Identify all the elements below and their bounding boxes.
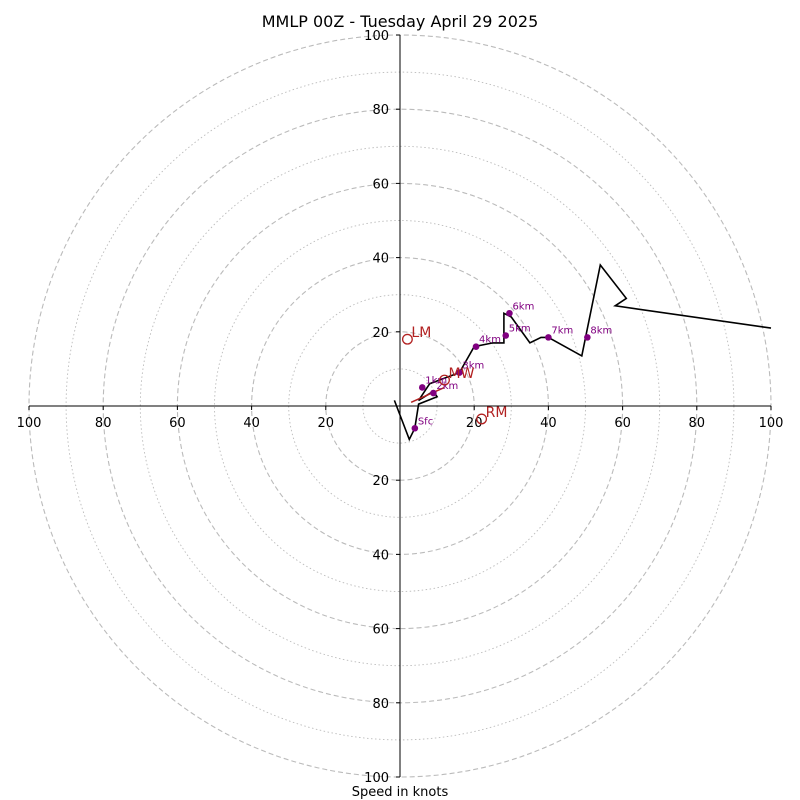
y-tick-label: 40 [372,252,389,267]
height-marker-label: 4km [479,335,501,346]
y-tick-label: 80 [372,103,389,118]
hodograph-line [393,263,772,442]
y-tick-label: 40 [372,548,389,563]
x-tick-label: 100 [17,416,42,431]
storm-motion-point [476,413,488,425]
height-marker-label: Sfc [418,416,433,427]
height-marker-label: 8km [590,325,612,336]
axes [29,35,771,777]
y-tick-label: 60 [372,177,389,192]
height-marker-point [506,309,513,317]
y-tick-label: 80 [372,697,389,712]
height-marker-label: 2km [436,381,458,392]
height-marker-label: 1km [425,375,447,386]
shear-vector-line [410,386,445,403]
height-marker-point [418,384,426,391]
y-tick-label: 20 [372,474,389,489]
x-tick-label: 20 [318,416,335,431]
height-marker-point [430,389,437,397]
storm-motion-point [439,374,450,386]
chart-title: MMLP 00Z - Tuesday April 29 2025 [262,12,539,31]
hodograph-trace [393,263,772,442]
y-tick-label: 100 [364,29,389,44]
storm-motion-label: RM [486,405,508,421]
storm-motion-markers: LM RM MW [401,325,508,425]
x-tick-label: 80 [95,416,112,431]
y-tick-label: 60 [372,623,389,638]
x-tick-label: 100 [759,416,784,431]
x-tick-label: 40 [243,416,260,431]
height-marker-label: 5km [509,324,531,335]
height-marker-point [502,332,510,339]
height-marker-label: 3km [462,361,484,372]
height-marker-point [584,334,591,341]
height-marker-label: 6km [512,301,534,312]
storm-motion-label: MW [449,366,475,382]
storm-motion-point [401,333,413,345]
x-tick-label: 60 [169,416,186,431]
x-tick-label: 40 [540,416,557,431]
x-tick-label: 20 [466,416,483,431]
height-marker-point [411,424,419,432]
x-axis-label: Speed in knots [352,785,449,800]
height-marker-point [472,343,480,350]
y-tick-label: 20 [372,326,389,341]
height-marker-label: 7km [551,325,573,336]
height-marker-point [545,334,552,341]
x-tick-label: 80 [689,416,706,431]
storm-motion-label: LM [411,325,431,341]
x-tick-label: 60 [614,416,631,431]
tick-labels: 100 100 80 80 60 60 40 40 20 20 20 20 40 40 60 60 80 80 10… [17,29,784,786]
y-tick-label: 100 [364,771,389,786]
height-marker-point [456,369,463,376]
